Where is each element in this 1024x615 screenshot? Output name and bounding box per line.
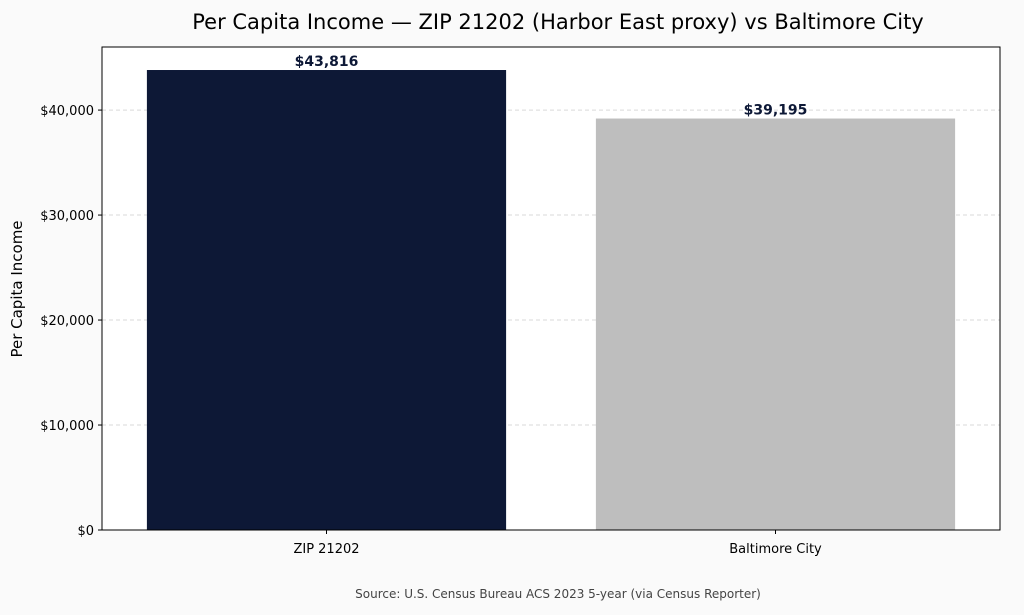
y-tick-label: $40,000	[40, 104, 94, 119]
y-tick-label: $30,000	[40, 209, 94, 224]
y-tick-label: $20,000	[40, 314, 94, 329]
data-label: $39,195	[744, 103, 808, 119]
data-label: $43,816	[295, 54, 359, 70]
y-tick-label: $10,000	[40, 419, 94, 434]
bar	[146, 70, 507, 531]
plot-frame	[101, 46, 1001, 531]
chart-title: Per Capita Income — ZIP 21202 (Harbor Ea…	[192, 10, 923, 34]
x-tick-label: Baltimore City	[729, 542, 822, 557]
y-axis-label: Per Capita Income	[8, 220, 26, 357]
source-note: Source: U.S. Census Bureau ACS 2023 5-ye…	[355, 587, 761, 601]
y-tick-label: $0	[77, 524, 94, 539]
bar	[595, 118, 956, 531]
x-tick-label: ZIP 21202	[293, 542, 359, 557]
